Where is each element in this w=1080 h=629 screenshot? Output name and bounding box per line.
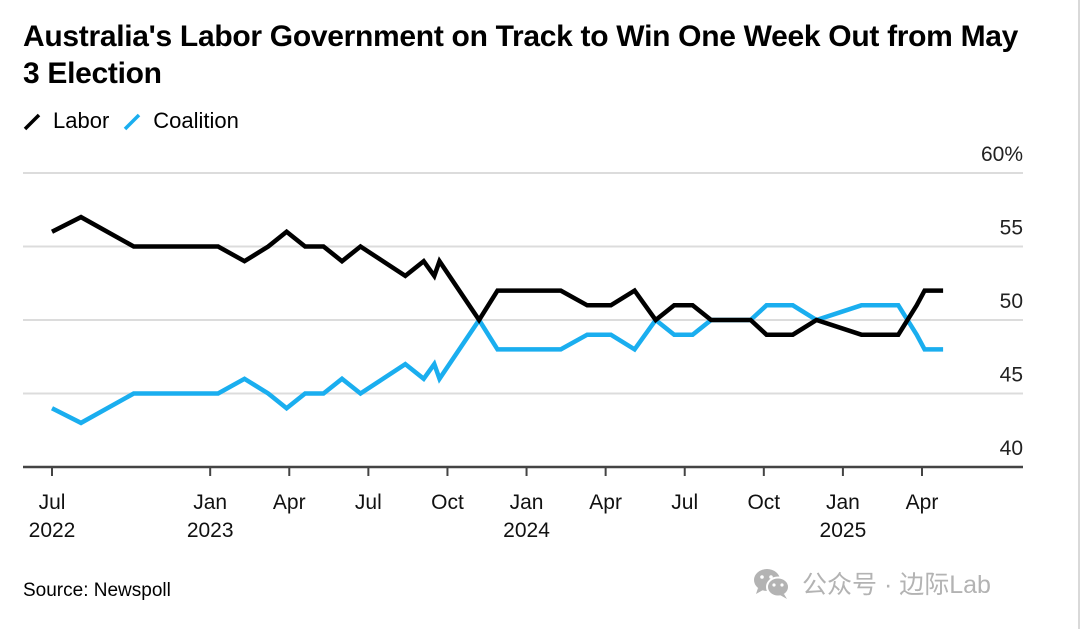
legend-label-coalition: Coalition: [153, 108, 239, 133]
x-tick-year-label: 2023: [187, 519, 234, 542]
x-tick-label: Jan: [510, 491, 544, 514]
x-tick-label: Jul: [671, 491, 698, 514]
y-tick-label: 50: [1000, 290, 1023, 313]
y-tick-label: 45: [1000, 364, 1023, 387]
x-axis: Jul 2022 Jan 2023 Apr Jul Oct Jan 2024 Apr Jul Oct J…: [23, 465, 1023, 542]
legend: Labor Coalition: [23, 108, 253, 134]
y-tick-label: 55: [1000, 217, 1023, 240]
watermark-text: 公众号 · 边际Lab: [802, 571, 991, 599]
x-tick-year-label: 2025: [820, 519, 867, 542]
x-tick-label: Apr: [273, 491, 306, 514]
x-tick-label: Jan: [193, 491, 227, 514]
x-tick-label: Apr: [906, 491, 939, 514]
y-tick-label: 40: [1000, 437, 1023, 460]
legend-swatch-labor-icon: [23, 113, 41, 131]
source-note: Source: Newspoll: [23, 580, 171, 601]
legend-item-labor: Labor: [23, 108, 109, 134]
x-tick-label: Oct: [747, 491, 780, 514]
frame-edge: [1078, 0, 1080, 629]
x-tick-label: Jul: [39, 491, 66, 514]
x-tick-label: Oct: [431, 491, 464, 514]
series-lines: [50, 214, 944, 426]
series-line-coalition: [50, 303, 944, 426]
x-tick-year-label: 2022: [29, 519, 76, 542]
x-tick-label: Jul: [355, 491, 382, 514]
y-tick-label: 60%: [981, 143, 1023, 166]
legend-item-coalition: Coalition: [123, 108, 239, 134]
x-tick-year-label: 2024: [503, 519, 550, 542]
gridlines: [23, 172, 1023, 395]
chart-title: Australia's Labor Government on Track to…: [23, 20, 1019, 90]
wechat-icon: [754, 569, 790, 599]
x-tick-label: Apr: [589, 491, 622, 514]
legend-swatch-coalition-icon: [124, 113, 141, 131]
x-tick-label: Jan: [826, 491, 860, 514]
series-line-labor: [50, 214, 944, 337]
watermark: 公众号 · 边际Lab: [752, 565, 991, 601]
y-axis-labels: 60% 55 50 45 40: [981, 143, 1023, 460]
legend-label-labor: Labor: [53, 108, 110, 133]
